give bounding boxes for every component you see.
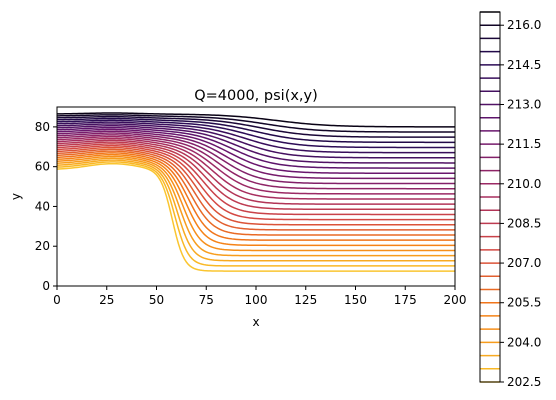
contour-lines (57, 113, 455, 271)
contour-line (57, 153, 455, 240)
x-axis-ticks: 0 25 50 75 100 125 150 175 200 (53, 286, 466, 307)
colorbar-tick-label: 213.0 (507, 98, 541, 112)
x-tick-label: 200 (444, 293, 467, 307)
colorbar-tick-label: 208.5 (507, 216, 541, 230)
colorbar-ticks: 202.5 204.0 205.5 207.0 208.5 210.0 211.5 213.0… (500, 18, 541, 389)
y-tick-label: 20 (35, 239, 50, 253)
plot-area (57, 107, 455, 286)
colorbar-tick-label: 205.5 (507, 296, 541, 310)
colorbar-tick-label: 207.0 (507, 256, 541, 270)
colorbar-tick-label: 204.0 (507, 335, 541, 349)
y-tick-label: 0 (42, 279, 50, 293)
x-tick-label: 150 (344, 293, 367, 307)
y-axis-ticks: 0 20 40 60 80 (35, 120, 57, 293)
colorbar-tick-label: 211.5 (507, 137, 541, 151)
y-axis-label: y (9, 193, 23, 200)
colorbar-tick-label: 216.0 (507, 18, 541, 32)
plot-frame (57, 107, 455, 286)
y-tick-label: 60 (35, 160, 50, 174)
colorbar-level-lines (480, 12, 500, 382)
y-tick-label: 80 (35, 120, 50, 134)
colorbar-tick-label: 202.5 (507, 375, 541, 389)
chart-title: Q=4000, psi(x,y) (194, 88, 318, 104)
x-tick-label: 0 (53, 293, 61, 307)
x-axis-label: x (252, 315, 259, 329)
x-tick-label: 125 (294, 293, 317, 307)
x-tick-label: 25 (99, 293, 114, 307)
x-tick-label: 75 (199, 293, 214, 307)
colorbar: 202.5 204.0 205.5 207.0 208.5 210.0 211.5 213.0… (480, 12, 541, 389)
x-tick-label: 50 (149, 293, 164, 307)
y-tick-label: 40 (35, 199, 50, 213)
x-tick-label: 175 (394, 293, 417, 307)
colorbar-tick-label: 210.0 (507, 177, 541, 191)
colorbar-tick-label: 214.5 (507, 58, 541, 72)
x-tick-label: 100 (245, 293, 268, 307)
